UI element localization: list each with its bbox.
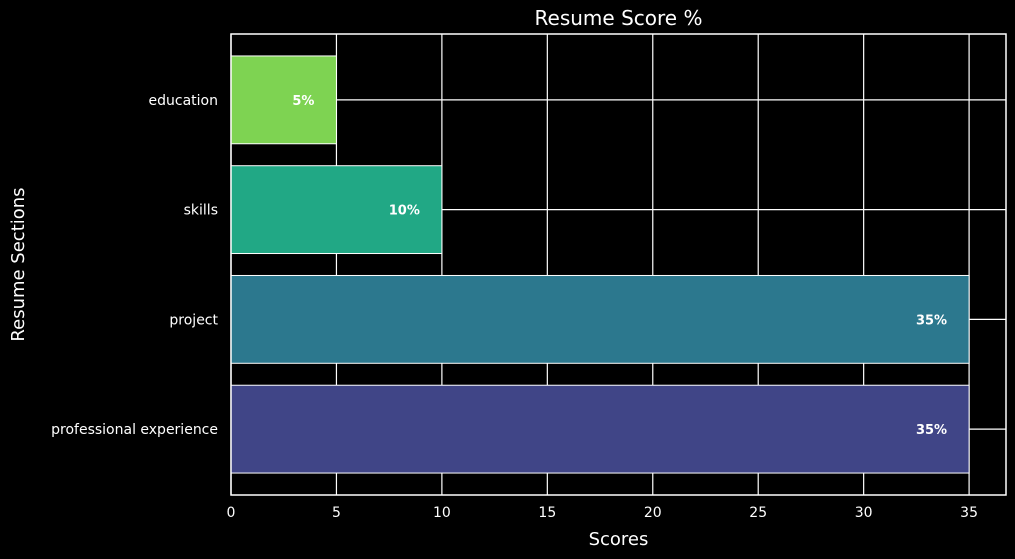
- x-tick-label: 5: [332, 505, 341, 521]
- chart-title: Resume Score %: [535, 6, 703, 30]
- data-label: 10%: [389, 204, 420, 219]
- bars: 5% 10% 35% 35%: [230, 55, 970, 474]
- x-axis-label: Scores: [589, 529, 649, 550]
- data-label: 5%: [292, 94, 314, 109]
- bar-project: [230, 274, 970, 364]
- y-axis-label: Resume Sections: [8, 187, 29, 341]
- y-tick-label: skills: [184, 203, 218, 219]
- x-tick-label: 0: [227, 505, 236, 521]
- tick-labels: 0 5 10 15 20 25 30 35 education skills project prof…: [51, 93, 978, 521]
- plot-frame: [230, 33, 1007, 496]
- y-tick-label: education: [149, 93, 218, 109]
- bar-skills: [230, 165, 443, 255]
- x-tick-label: 35: [960, 505, 978, 521]
- x-tick-label: 25: [749, 505, 767, 521]
- x-tick-label: 30: [855, 505, 873, 521]
- data-label: 35%: [916, 423, 947, 438]
- y-tick-label: project: [169, 312, 218, 328]
- x-tick-label: 15: [538, 505, 556, 521]
- x-tick-label: 10: [433, 505, 451, 521]
- y-tick-label: professional experience: [51, 422, 218, 438]
- bar-education: [230, 55, 337, 145]
- data-label: 35%: [916, 313, 947, 328]
- x-tick-label: 20: [644, 505, 662, 521]
- bar-professional-experience: [230, 384, 970, 474]
